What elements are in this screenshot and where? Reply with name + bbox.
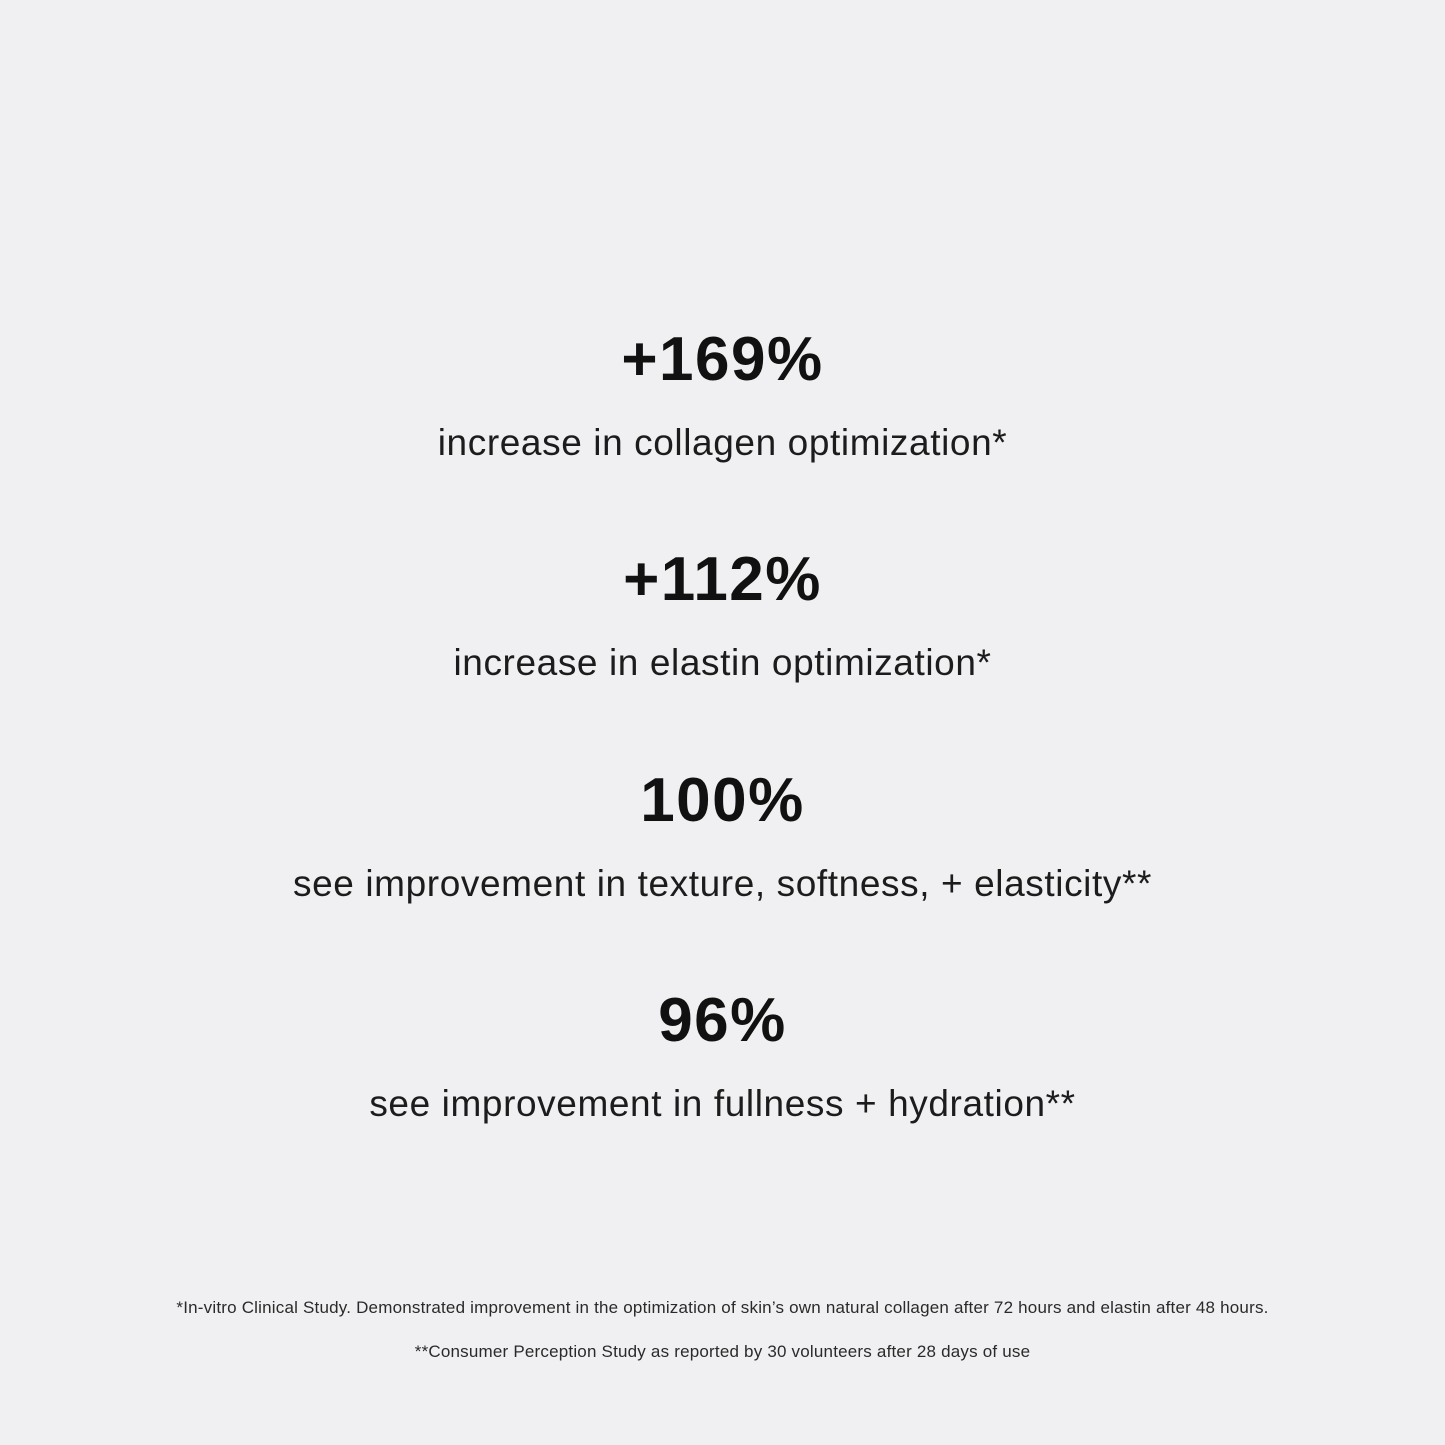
footnote-clinical-study: *In-vitro Clinical Study. Demonstrated i… [176,1298,1269,1317]
stat-value-fullness: 96% [658,986,787,1056]
stat-value-elastin: +112% [623,545,822,615]
stat-value-collagen: +169% [621,325,824,394]
stat-item-elastin: +112% increase in elastin optimization* [453,549,991,685]
footnote-perception-study: **Consumer Perception Study as reported … [414,1342,1031,1362]
footnotes-section: *In-vitro Clinical Study. Demonstrated i… [0,1298,1445,1363]
stat-label-texture: see improvement in texture, softness, + … [293,862,1152,904]
stat-item-texture: 100% see improvement in texture, softnes… [293,765,1152,906]
stat-item-collagen: +169% increase in collagen optimization* [438,329,1008,465]
stats-section: +169% increase in collagen optimization*… [0,329,1445,1211]
stat-value-texture: 100% [640,765,805,835]
stat-label-collagen: increase in collagen optimization* [437,422,1008,463]
stat-label-elastin: increase in elastin optimization* [453,642,992,684]
stat-label-fullness: see improvement in fullness + hydration*… [369,1083,1076,1125]
stat-item-fullness: 96% see improvement in fullness + hydrat… [369,990,1075,1126]
